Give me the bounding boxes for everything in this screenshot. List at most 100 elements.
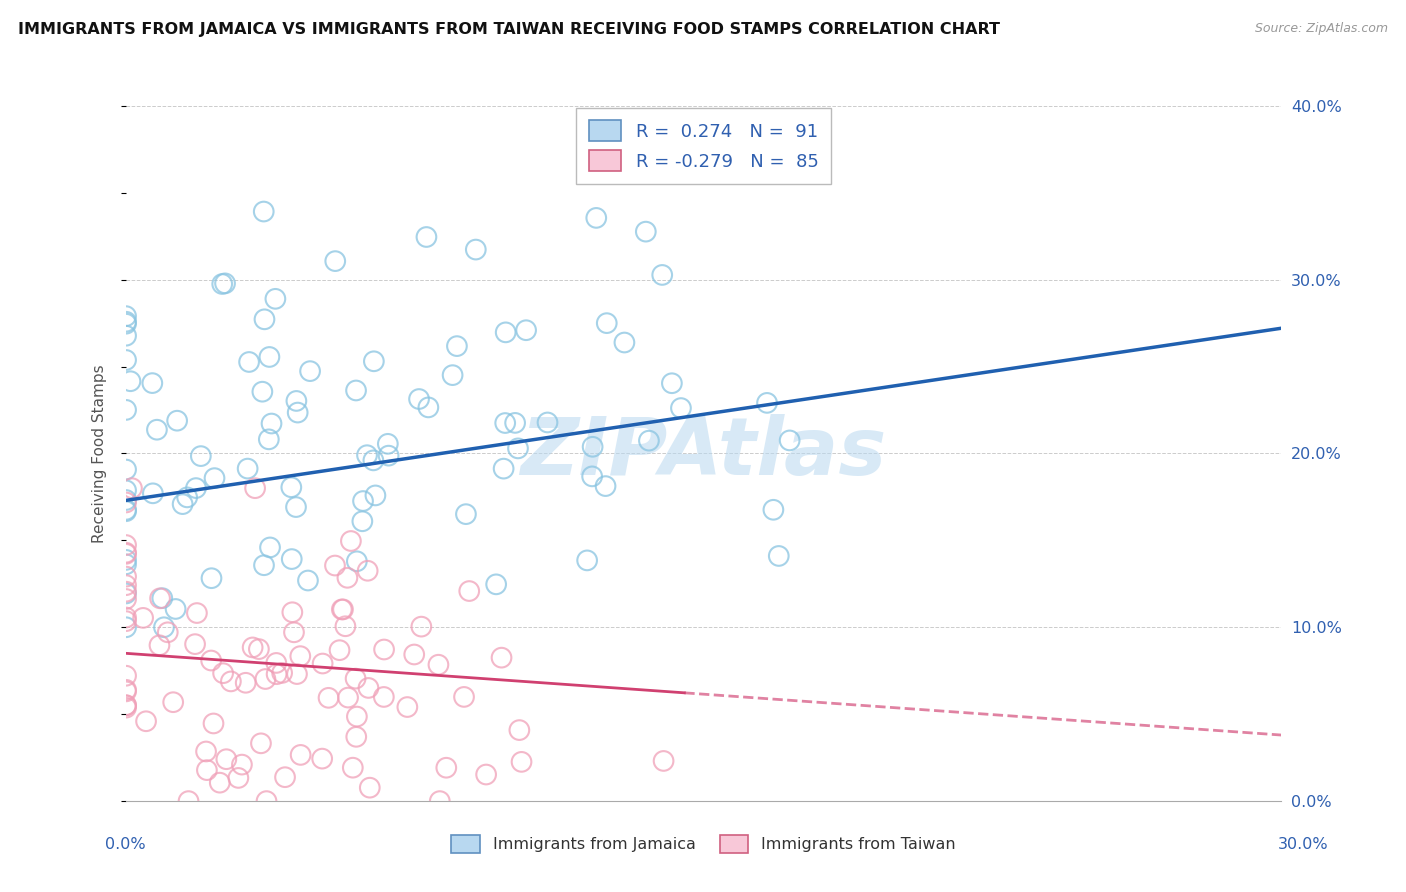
Point bbox=[271, 665, 294, 680]
Point bbox=[184, 637, 207, 651]
Legend: R =  0.274   N =  91, R = -0.279   N =  85: R = 0.274 N = 91, R = -0.279 N = 85 bbox=[576, 108, 831, 184]
Point bbox=[115, 698, 138, 713]
Point bbox=[238, 355, 260, 369]
Point bbox=[352, 494, 374, 508]
Point bbox=[344, 730, 367, 744]
Point bbox=[485, 577, 508, 591]
Point bbox=[508, 723, 530, 737]
Point bbox=[266, 667, 288, 681]
Point bbox=[464, 243, 486, 257]
Point bbox=[377, 449, 399, 463]
Point bbox=[115, 315, 138, 329]
Point bbox=[115, 578, 138, 592]
Point bbox=[492, 461, 515, 475]
Point bbox=[211, 277, 233, 291]
Point bbox=[515, 323, 537, 337]
Point bbox=[364, 488, 387, 502]
Point bbox=[281, 552, 304, 566]
Point bbox=[323, 558, 346, 573]
Text: 30.0%: 30.0% bbox=[1278, 838, 1329, 852]
Text: ZIPAtlas: ZIPAtlas bbox=[520, 415, 887, 492]
Point bbox=[475, 767, 498, 781]
Point bbox=[377, 437, 399, 451]
Point bbox=[441, 368, 464, 383]
Point bbox=[344, 384, 367, 398]
Point bbox=[363, 354, 385, 368]
Point bbox=[260, 417, 283, 431]
Point bbox=[212, 666, 235, 681]
Point bbox=[427, 657, 450, 672]
Point bbox=[115, 504, 138, 518]
Point bbox=[141, 376, 163, 390]
Point bbox=[150, 591, 173, 606]
Point bbox=[762, 503, 785, 517]
Point bbox=[281, 605, 304, 619]
Point bbox=[177, 794, 200, 808]
Point bbox=[142, 486, 165, 500]
Point bbox=[536, 416, 558, 430]
Point bbox=[115, 495, 138, 509]
Point bbox=[208, 775, 231, 789]
Point bbox=[340, 534, 363, 549]
Point bbox=[243, 481, 266, 495]
Point bbox=[200, 653, 222, 667]
Point bbox=[115, 553, 138, 567]
Point bbox=[190, 449, 212, 463]
Point bbox=[195, 744, 218, 758]
Point bbox=[115, 569, 138, 583]
Point bbox=[357, 681, 380, 695]
Point bbox=[266, 656, 288, 670]
Point bbox=[373, 690, 395, 704]
Point bbox=[359, 780, 381, 795]
Point bbox=[352, 514, 374, 528]
Point bbox=[115, 620, 138, 634]
Point bbox=[153, 620, 176, 634]
Text: 0.0%: 0.0% bbox=[105, 838, 146, 852]
Point bbox=[418, 401, 440, 415]
Point bbox=[285, 500, 308, 514]
Point bbox=[231, 757, 253, 772]
Point bbox=[115, 309, 138, 323]
Point bbox=[115, 503, 138, 517]
Point bbox=[337, 690, 360, 705]
Point bbox=[356, 564, 378, 578]
Point bbox=[254, 672, 277, 686]
Point bbox=[373, 642, 395, 657]
Point bbox=[332, 602, 354, 616]
Point bbox=[264, 292, 287, 306]
Point bbox=[115, 493, 138, 508]
Point bbox=[408, 392, 430, 406]
Point bbox=[446, 339, 468, 353]
Point bbox=[146, 423, 169, 437]
Point bbox=[756, 396, 779, 410]
Point bbox=[115, 698, 138, 713]
Point bbox=[454, 507, 477, 521]
Point bbox=[165, 602, 187, 616]
Point bbox=[257, 433, 280, 447]
Point bbox=[115, 592, 138, 607]
Point bbox=[253, 312, 276, 326]
Point bbox=[115, 610, 138, 624]
Text: IMMIGRANTS FROM JAMAICA VS IMMIGRANTS FROM TAIWAN RECEIVING FOOD STAMPS CORRELAT: IMMIGRANTS FROM JAMAICA VS IMMIGRANTS FR… bbox=[18, 22, 1000, 37]
Point bbox=[779, 434, 801, 448]
Point bbox=[290, 649, 312, 664]
Point bbox=[280, 480, 302, 494]
Point bbox=[115, 462, 138, 476]
Point bbox=[311, 751, 333, 765]
Point bbox=[219, 674, 242, 689]
Point bbox=[115, 700, 138, 714]
Point bbox=[335, 619, 357, 633]
Point bbox=[132, 611, 155, 625]
Point bbox=[429, 794, 451, 808]
Point bbox=[172, 497, 194, 511]
Point bbox=[115, 669, 138, 683]
Point bbox=[581, 469, 603, 483]
Point bbox=[495, 326, 517, 340]
Point bbox=[285, 393, 308, 408]
Point bbox=[215, 752, 238, 766]
Point bbox=[202, 716, 225, 731]
Point bbox=[411, 620, 433, 634]
Point bbox=[576, 553, 599, 567]
Point bbox=[242, 640, 264, 655]
Point bbox=[434, 761, 457, 775]
